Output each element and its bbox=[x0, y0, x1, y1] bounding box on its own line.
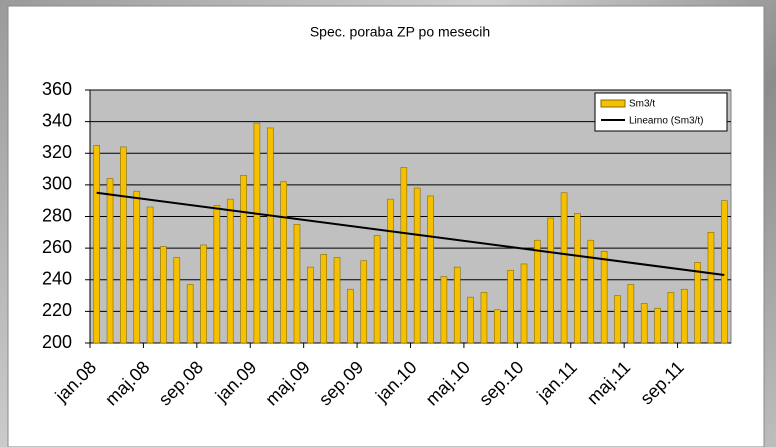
chart: Spec. poraba ZP po mesecih 200 220 240 260 2… bbox=[0, 0, 776, 447]
y-tick-label: 300 bbox=[42, 174, 72, 194]
y-tick-label: 340 bbox=[42, 110, 72, 130]
bar bbox=[160, 247, 166, 343]
bar bbox=[214, 205, 220, 343]
bar bbox=[267, 128, 273, 343]
bar bbox=[588, 240, 594, 343]
bar bbox=[468, 297, 474, 343]
bar bbox=[494, 310, 500, 343]
bar bbox=[227, 199, 233, 343]
bar bbox=[414, 188, 420, 343]
bar bbox=[641, 303, 647, 343]
bar bbox=[574, 213, 580, 343]
bar bbox=[708, 232, 714, 343]
bar bbox=[361, 261, 367, 343]
bar bbox=[454, 267, 460, 343]
bar bbox=[107, 179, 113, 343]
bar bbox=[281, 182, 287, 343]
bar bbox=[307, 267, 313, 343]
bar bbox=[548, 218, 554, 343]
bar bbox=[174, 258, 180, 343]
bar bbox=[681, 289, 687, 343]
bar bbox=[134, 191, 140, 343]
legend-label: Linearno (Sm3/t) bbox=[629, 116, 703, 127]
bar bbox=[614, 296, 620, 343]
bar bbox=[387, 199, 393, 343]
bar bbox=[401, 167, 407, 343]
bar bbox=[508, 270, 514, 343]
bar bbox=[481, 292, 487, 343]
bar bbox=[120, 147, 126, 343]
y-tick-label: 280 bbox=[42, 205, 72, 225]
bar bbox=[534, 240, 540, 343]
y-tick-label: 260 bbox=[42, 237, 72, 257]
bar bbox=[721, 201, 727, 343]
bar bbox=[428, 196, 434, 343]
bar bbox=[347, 289, 353, 343]
bar bbox=[441, 277, 447, 343]
bar bbox=[695, 262, 701, 343]
y-tick-label: 360 bbox=[42, 79, 72, 99]
y-tick-label: 220 bbox=[42, 300, 72, 320]
y-tick-label: 320 bbox=[42, 142, 72, 162]
y-tick-label: 200 bbox=[42, 332, 72, 352]
page: Spec. poraba ZP po mesecih 200 220 240 260 2… bbox=[0, 0, 776, 447]
y-tick-label: 240 bbox=[42, 269, 72, 289]
chart-title: Spec. poraba ZP po mesecih bbox=[310, 24, 490, 40]
bar bbox=[94, 145, 100, 343]
bar bbox=[254, 123, 260, 343]
bar bbox=[668, 292, 674, 343]
bar bbox=[561, 193, 567, 343]
bar bbox=[201, 245, 207, 343]
bar bbox=[334, 258, 340, 343]
bar bbox=[294, 224, 300, 343]
legend-swatch bbox=[601, 100, 625, 107]
bar bbox=[147, 207, 153, 343]
bar bbox=[374, 235, 380, 343]
legend-label: Sm3/t bbox=[629, 99, 655, 110]
bar bbox=[521, 264, 527, 343]
bar bbox=[628, 284, 634, 343]
bar bbox=[187, 284, 193, 343]
bar bbox=[655, 308, 661, 343]
bar bbox=[601, 251, 607, 343]
bar bbox=[241, 175, 247, 343]
bar bbox=[321, 254, 327, 343]
